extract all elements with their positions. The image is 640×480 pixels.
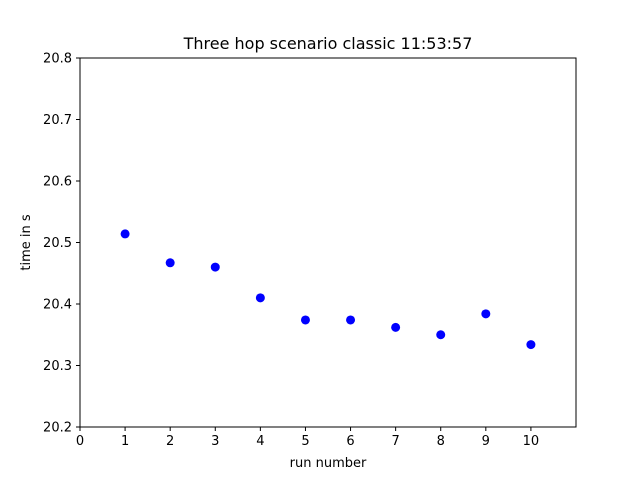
chart-title: Three hop scenario classic 11:53:57 bbox=[183, 34, 473, 53]
x-tick-label: 2 bbox=[166, 434, 174, 449]
x-tick-label: 10 bbox=[523, 434, 540, 449]
y-axis: 20.2 20.3 20.4 20.5 20.6 20.7 20.8 bbox=[43, 52, 80, 436]
x-tick-label: 1 bbox=[121, 434, 129, 449]
y-tick-label: 20.4 bbox=[43, 298, 72, 313]
x-tick-label: 0 bbox=[76, 434, 84, 449]
data-point bbox=[165, 258, 175, 268]
x-tick-label: 5 bbox=[301, 434, 309, 449]
data-point bbox=[526, 340, 536, 350]
x-axis: 0 1 2 3 4 5 6 7 8 9 10 bbox=[76, 427, 539, 449]
y-axis-label: time in s bbox=[19, 214, 34, 270]
data-point bbox=[346, 315, 356, 325]
data-points bbox=[120, 229, 536, 350]
x-axis-label: run number bbox=[290, 456, 367, 471]
data-point bbox=[481, 309, 491, 319]
y-tick-label: 20.3 bbox=[43, 359, 72, 374]
x-tick-label: 3 bbox=[211, 434, 219, 449]
data-point bbox=[436, 330, 446, 340]
data-point bbox=[300, 315, 310, 325]
x-tick-label: 4 bbox=[256, 434, 264, 449]
y-tick-label: 20.5 bbox=[43, 236, 72, 251]
x-tick-label: 6 bbox=[346, 434, 354, 449]
y-tick-label: 20.7 bbox=[43, 113, 72, 128]
x-tick-label: 7 bbox=[391, 434, 399, 449]
y-tick-label: 20.8 bbox=[43, 52, 72, 67]
data-point bbox=[391, 322, 401, 332]
x-tick-label: 9 bbox=[482, 434, 490, 449]
data-point bbox=[210, 262, 220, 272]
x-tick-label: 8 bbox=[437, 434, 445, 449]
y-tick-label: 20.2 bbox=[43, 421, 72, 436]
data-point bbox=[120, 229, 130, 239]
y-tick-label: 20.6 bbox=[43, 175, 72, 190]
data-point bbox=[255, 293, 265, 303]
plot-area bbox=[79, 57, 577, 428]
